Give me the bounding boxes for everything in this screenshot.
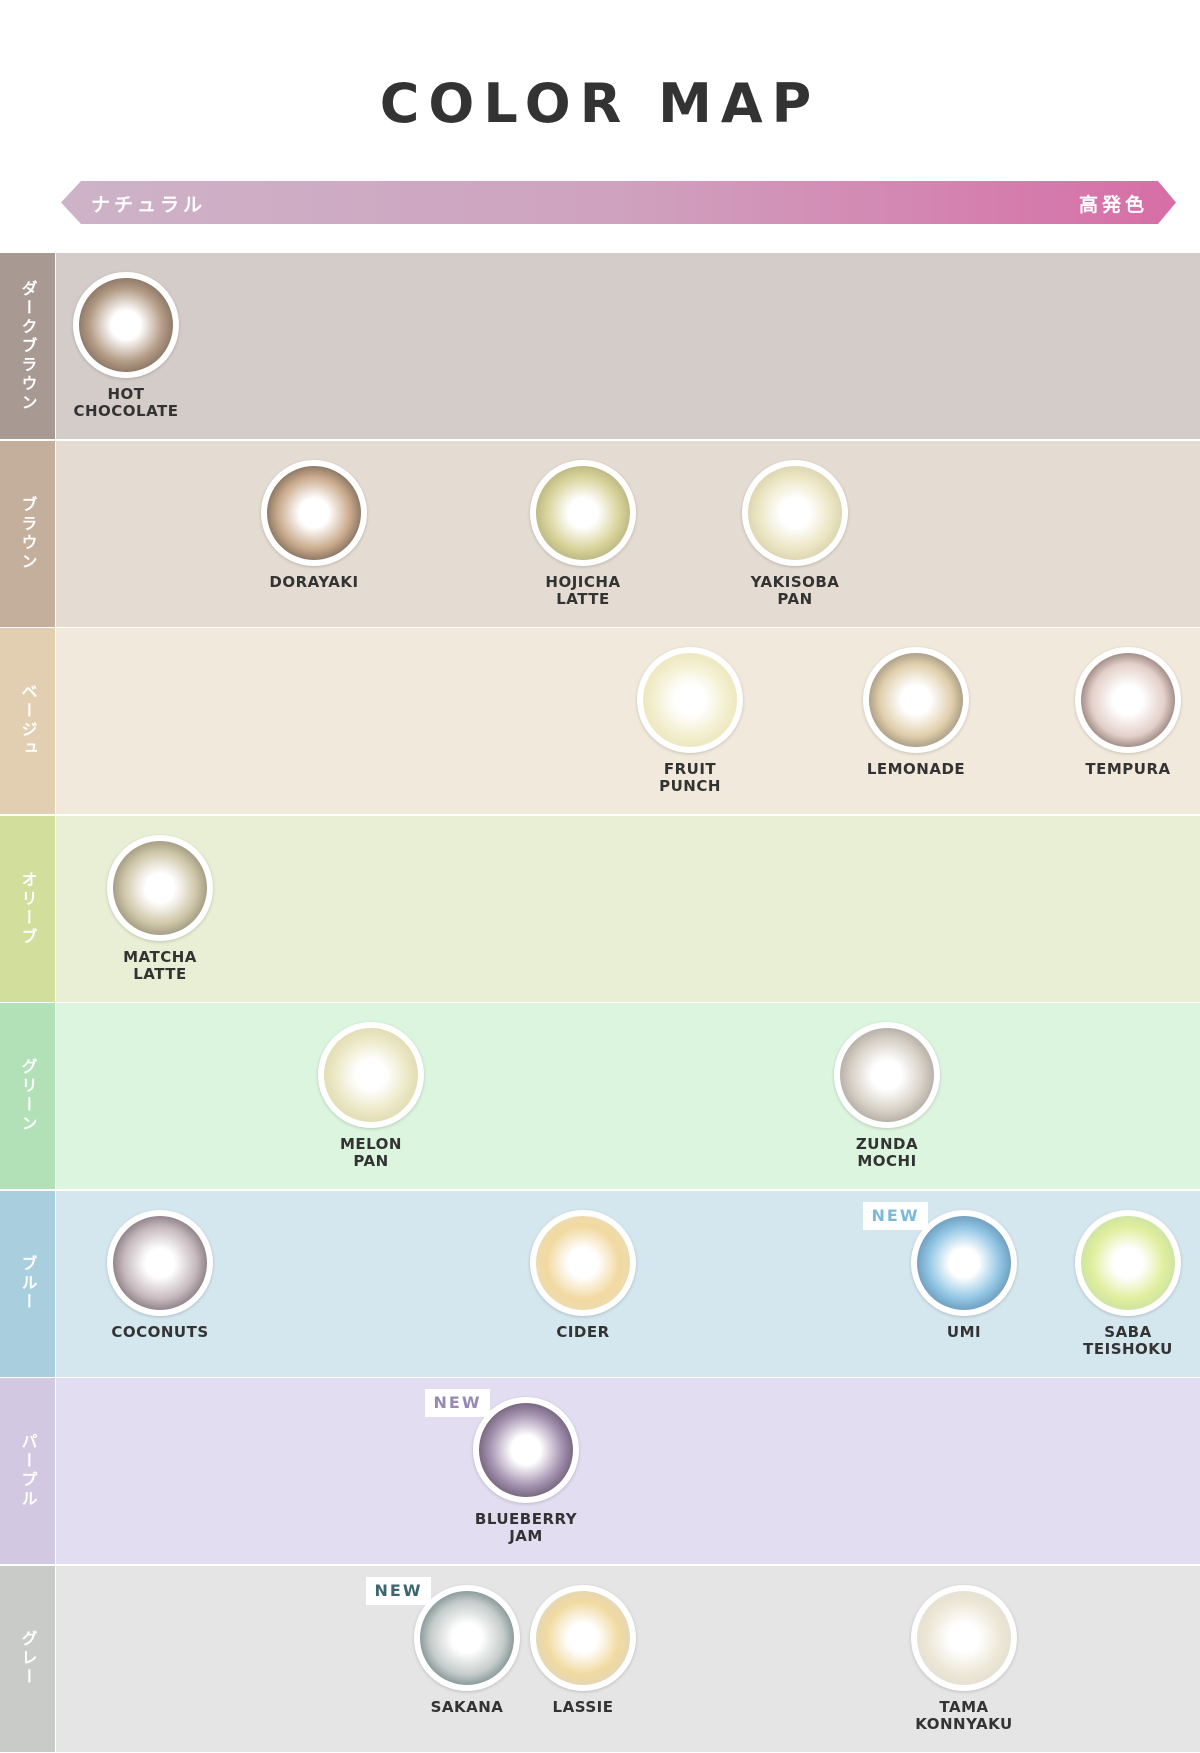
lens-color-image xyxy=(917,1215,1011,1310)
lens-color-image xyxy=(536,465,630,560)
row-category: ベージュ xyxy=(0,628,55,814)
row-category: ダークブラウン xyxy=(0,253,55,439)
lens-name[interactable]: SAKANA xyxy=(430,1697,504,1716)
color-row: ダークブラウン HOT CHOCOLATE xyxy=(0,253,1200,439)
lens-swatch[interactable]: NEW xyxy=(425,1389,579,1503)
natural-to-vivid-scale: ナチュラル 高発色 xyxy=(61,181,1176,224)
lens-name[interactable]: SABA TEISHOKU xyxy=(1083,1322,1173,1358)
lens-color-image xyxy=(420,1590,514,1685)
lens-swatch[interactable] xyxy=(261,459,367,566)
lens-name[interactable]: LEMONADE xyxy=(866,760,966,778)
color-row: ブルー COCONUTS CIDER NEW UMI SABA TEISHOKU xyxy=(0,1190,1200,1377)
lens-swatch[interactable] xyxy=(73,272,179,378)
row-category-label: グリーン xyxy=(18,1058,38,1134)
lens-name[interactable]: MELON PAN xyxy=(339,1135,402,1170)
lens-color-image xyxy=(1081,1215,1175,1310)
row-body: FRUIT PUNCH LEMONADE TEMPURA xyxy=(56,628,1200,814)
row-body: DORAYAKI HOJICHA LATTE YAKISOBA PAN xyxy=(56,440,1200,627)
lens-swatch[interactable] xyxy=(530,1209,636,1316)
lens-name[interactable]: DORAYAKI xyxy=(269,572,359,591)
row-body: COCONUTS CIDER NEW UMI SABA TEISHOKU xyxy=(56,1190,1200,1377)
row-category-label: オリーブ xyxy=(18,870,38,947)
row-body: MELON PAN ZUNDA MOCHI xyxy=(56,1003,1200,1189)
color-row: ベージュ FRUIT PUNCH LEMONADE TEMPURA xyxy=(0,628,1200,814)
lens-name[interactable]: HOT CHOCOLATE xyxy=(73,385,179,420)
lens-name[interactable]: BLUEBERRY JAM xyxy=(474,1510,578,1545)
color-row: オリーブ MATCHA LATTE xyxy=(0,815,1200,1002)
lens-swatch[interactable] xyxy=(107,834,213,941)
new-badge: NEW xyxy=(863,1201,928,1230)
lens-color-image xyxy=(324,1028,418,1122)
page-title: COLOR MAP xyxy=(379,72,821,135)
color-row: パープル NEW BLUEBERRY JAM xyxy=(0,1378,1200,1564)
lens-swatch[interactable] xyxy=(863,647,969,753)
row-category-label: ブラウン xyxy=(18,495,38,572)
row-category: グリーン xyxy=(0,1003,55,1189)
lens-name[interactable]: TAMA KONNYAKU xyxy=(915,1697,1013,1733)
lens-swatch[interactable] xyxy=(1075,1209,1181,1316)
lens-name[interactable]: CIDER xyxy=(556,1322,610,1341)
row-body: NEW BLUEBERRY JAM xyxy=(56,1378,1200,1564)
lens-color-image xyxy=(536,1215,630,1310)
new-badge: NEW xyxy=(425,1389,490,1417)
lens-swatch[interactable] xyxy=(107,1209,213,1316)
lens-swatch[interactable] xyxy=(530,459,636,566)
lens-swatch[interactable] xyxy=(637,647,743,753)
row-category-label: グレー xyxy=(18,1630,38,1687)
lens-color-image xyxy=(917,1590,1011,1685)
lens-color-image xyxy=(1081,653,1175,747)
row-category-label: ダークブラウン xyxy=(18,279,38,413)
row-category: ブラウン xyxy=(0,440,55,627)
row-category: グレー xyxy=(0,1565,55,1752)
lens-swatch[interactable] xyxy=(742,459,848,566)
lens-color-image xyxy=(113,1215,207,1310)
row-category: パープル xyxy=(0,1378,55,1564)
row-category: ブルー xyxy=(0,1190,55,1377)
color-row: ブラウン DORAYAKI HOJICHA LATTE YAKISOBA PAN xyxy=(0,440,1200,627)
lens-color-image xyxy=(643,653,737,747)
lens-swatch[interactable] xyxy=(834,1022,940,1128)
row-body: MATCHA LATTE xyxy=(56,815,1200,1002)
lens-name[interactable]: UMI xyxy=(946,1322,982,1341)
lens-name[interactable]: HOJICHA LATTE xyxy=(545,572,621,608)
row-category: オリーブ xyxy=(0,815,55,1002)
lens-color-image xyxy=(748,465,842,560)
lens-color-image xyxy=(479,1403,573,1497)
row-body: NEW SAKANA LASSIE TAMA KONNYAKU xyxy=(56,1565,1200,1752)
lens-name[interactable]: COCONUTS xyxy=(111,1322,209,1341)
lens-color-image xyxy=(79,278,173,372)
lens-name[interactable]: TEMPURA xyxy=(1085,760,1171,778)
scale-vivid-label: 高発色 xyxy=(1078,194,1148,216)
lens-swatch[interactable] xyxy=(318,1022,424,1128)
lens-name[interactable]: LASSIE xyxy=(552,1697,614,1716)
lens-swatch[interactable]: NEW xyxy=(366,1576,520,1691)
scale-natural-label: ナチュラル xyxy=(91,194,207,216)
row-category-label: パープル xyxy=(18,1433,38,1509)
lens-swatch[interactable] xyxy=(911,1584,1017,1691)
lens-name[interactable]: MATCHA LATTE xyxy=(123,947,197,983)
lens-name[interactable]: FRUIT PUNCH xyxy=(659,760,721,795)
row-category-label: ブルー xyxy=(18,1255,38,1312)
lens-color-image xyxy=(840,1028,934,1122)
lens-color-image xyxy=(536,1590,630,1685)
lens-swatch[interactable] xyxy=(1075,647,1181,753)
row-category-label: ベージュ xyxy=(18,683,38,759)
lens-color-image xyxy=(267,465,361,560)
lens-color-image xyxy=(113,840,207,935)
lens-name[interactable]: ZUNDA MOCHI xyxy=(855,1135,919,1170)
color-row: グレー NEW SAKANA LASSIE TAMA KONNYAKU xyxy=(0,1565,1200,1752)
new-badge: NEW xyxy=(366,1576,431,1605)
lens-swatch[interactable]: NEW xyxy=(863,1201,1017,1316)
lens-name[interactable]: YAKISOBA PAN xyxy=(750,572,840,608)
lens-color-image xyxy=(869,653,963,747)
lens-swatch[interactable] xyxy=(530,1584,636,1691)
color-row: グリーン MELON PAN ZUNDA MOCHI xyxy=(0,1003,1200,1189)
row-body: HOT CHOCOLATE xyxy=(56,253,1200,439)
